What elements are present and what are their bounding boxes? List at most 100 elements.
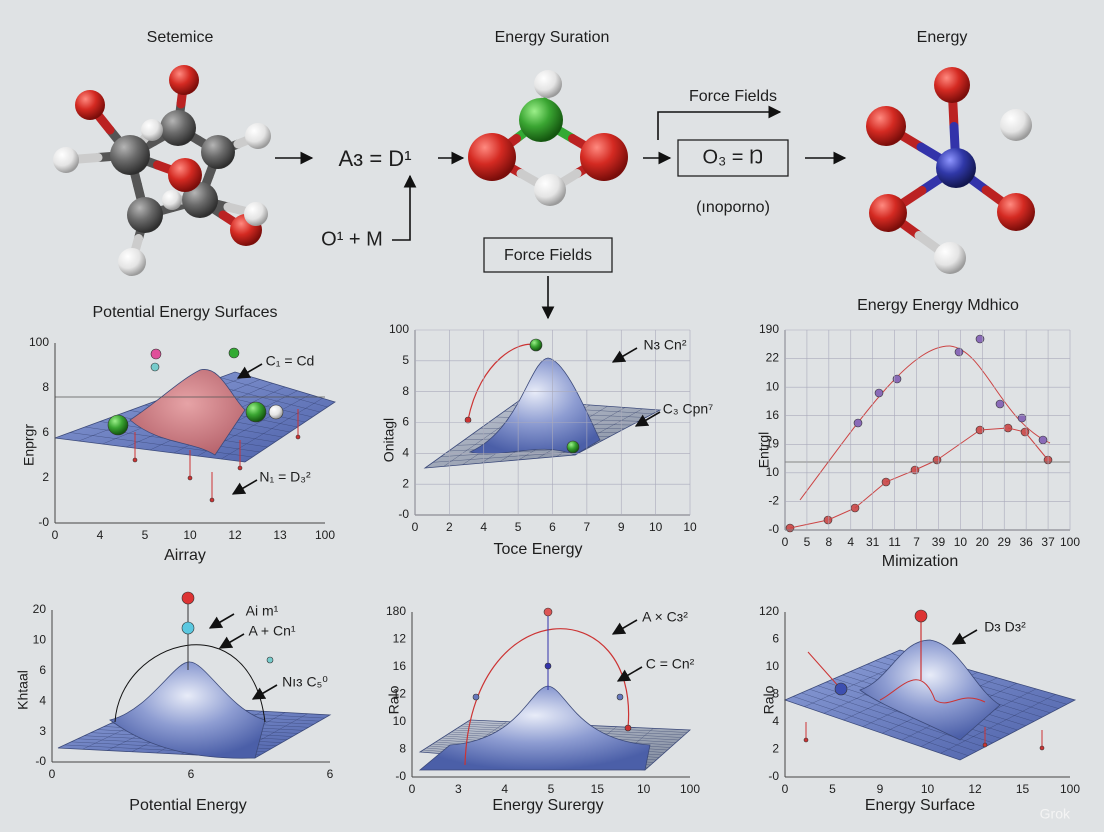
x-tick-label: 100: [1060, 535, 1080, 549]
atom: [162, 190, 182, 210]
y-tick-label: 3: [39, 724, 46, 738]
atom: [997, 193, 1035, 231]
y-tick-label: 8: [402, 384, 409, 398]
atom: [201, 135, 235, 169]
point: [209, 497, 215, 503]
atom: [141, 119, 163, 141]
annotation-arrow: [208, 613, 235, 629]
x-tick-label: 100: [315, 528, 335, 542]
point: [975, 334, 985, 344]
x-tick-label: 10: [921, 782, 935, 796]
point: [266, 656, 274, 664]
atom: [182, 182, 218, 218]
annotation: N₁ = D₃²: [259, 469, 311, 485]
x-tick-label: 0: [782, 535, 789, 549]
annotation: Ai m¹: [246, 603, 279, 619]
y-tick-label: 2: [42, 470, 49, 484]
point: [543, 607, 553, 617]
x-tick-label: 4: [97, 528, 104, 542]
equation: O¹ + M: [321, 228, 383, 250]
y-tick-label: -2: [768, 494, 779, 508]
x-tick-label: 100: [1060, 782, 1080, 796]
y-tick-label: 120: [759, 604, 779, 618]
point: [1017, 413, 1027, 423]
surface-peak: [129, 369, 246, 456]
point: [228, 347, 240, 359]
plot-line: [1024, 431, 1049, 461]
x-tick-label: 5: [829, 782, 836, 796]
x-tick-label: 0: [49, 767, 56, 781]
x-tick-label: 6: [188, 767, 195, 781]
y-axis-label: Enprgr: [21, 424, 37, 466]
x-axis-label: Potential Energy: [129, 797, 246, 814]
x-tick-label: 6: [327, 767, 334, 781]
x-tick-label: 10: [683, 520, 697, 534]
x-tick-label: 11: [888, 535, 901, 549]
atom: [244, 202, 268, 226]
top-row: Setemice Energy Suration Energy Aɜ = D¹ …: [147, 29, 967, 320]
point: [529, 338, 543, 352]
box-label: Force Fields: [504, 247, 592, 264]
annotation: C = Cn²: [646, 656, 695, 672]
y-axis-label: Ralo: [386, 685, 402, 714]
y-tick-label: 10: [766, 465, 780, 479]
molecule-label: Setemice: [147, 29, 214, 46]
point: [268, 404, 284, 420]
y-tick-label: -0: [35, 754, 46, 768]
mesh-line: [221, 398, 323, 460]
mesh-line: [801, 692, 977, 752]
x-tick-label: 100: [680, 782, 700, 796]
point: [187, 475, 193, 481]
point: [245, 401, 267, 423]
atom: [160, 110, 196, 146]
y-tick-label: 16: [393, 659, 407, 673]
y-tick-label: 5: [402, 353, 409, 367]
atom: [127, 197, 163, 233]
x-tick-label: 36: [1019, 535, 1033, 549]
point: [181, 621, 195, 635]
point: [150, 348, 162, 360]
y-tick-label: 4: [39, 693, 46, 707]
y-tick-label: 10: [766, 659, 780, 673]
annotation-arrow: [611, 347, 638, 363]
point: [1039, 745, 1045, 751]
equation-box: [677, 139, 789, 177]
y-tick-label: -0: [768, 769, 779, 783]
x-tick-label: 9: [877, 782, 884, 796]
y-tick-label: -0: [398, 507, 409, 521]
annotation-arrow: [236, 363, 263, 379]
y-tick-label: 19: [766, 436, 780, 450]
x-tick-label: 4: [847, 535, 854, 549]
atom: [534, 174, 566, 206]
annotation-arrow: [634, 411, 661, 427]
y-axis-label: Ralo: [761, 685, 777, 714]
annotation-arrow: [231, 479, 258, 495]
annotation: C₁ = Cd: [266, 353, 315, 369]
x-tick-label: 12: [968, 782, 982, 796]
x-tick-label: 8: [826, 535, 833, 549]
arrow: [392, 174, 417, 241]
annotation-arrow: [951, 629, 978, 645]
annotation: Dɜ Dɜ²: [984, 619, 1026, 635]
x-tick-label: 9: [618, 520, 625, 534]
point: [150, 362, 160, 372]
point: [472, 693, 480, 701]
atom: [936, 148, 976, 188]
x-tick-label: 5: [548, 782, 555, 796]
x-tick-label: 10: [183, 528, 197, 542]
atom: [934, 242, 966, 274]
point: [295, 434, 301, 440]
annotation-arrow: [218, 633, 245, 649]
x-tick-label: 2: [446, 520, 453, 534]
label-box: [483, 237, 613, 273]
annotation-arrow: [251, 684, 278, 700]
x-axis-label: Mimization: [882, 553, 958, 570]
y-tick-label: -0: [38, 515, 49, 529]
panel-title: Potential Energy Surfaces: [93, 304, 278, 321]
x-tick-label: 15: [591, 782, 605, 796]
x-tick-label: 37: [1041, 535, 1055, 549]
atom: [53, 147, 79, 173]
plot-line: [885, 469, 916, 483]
y-tick-label: 20: [33, 602, 47, 616]
